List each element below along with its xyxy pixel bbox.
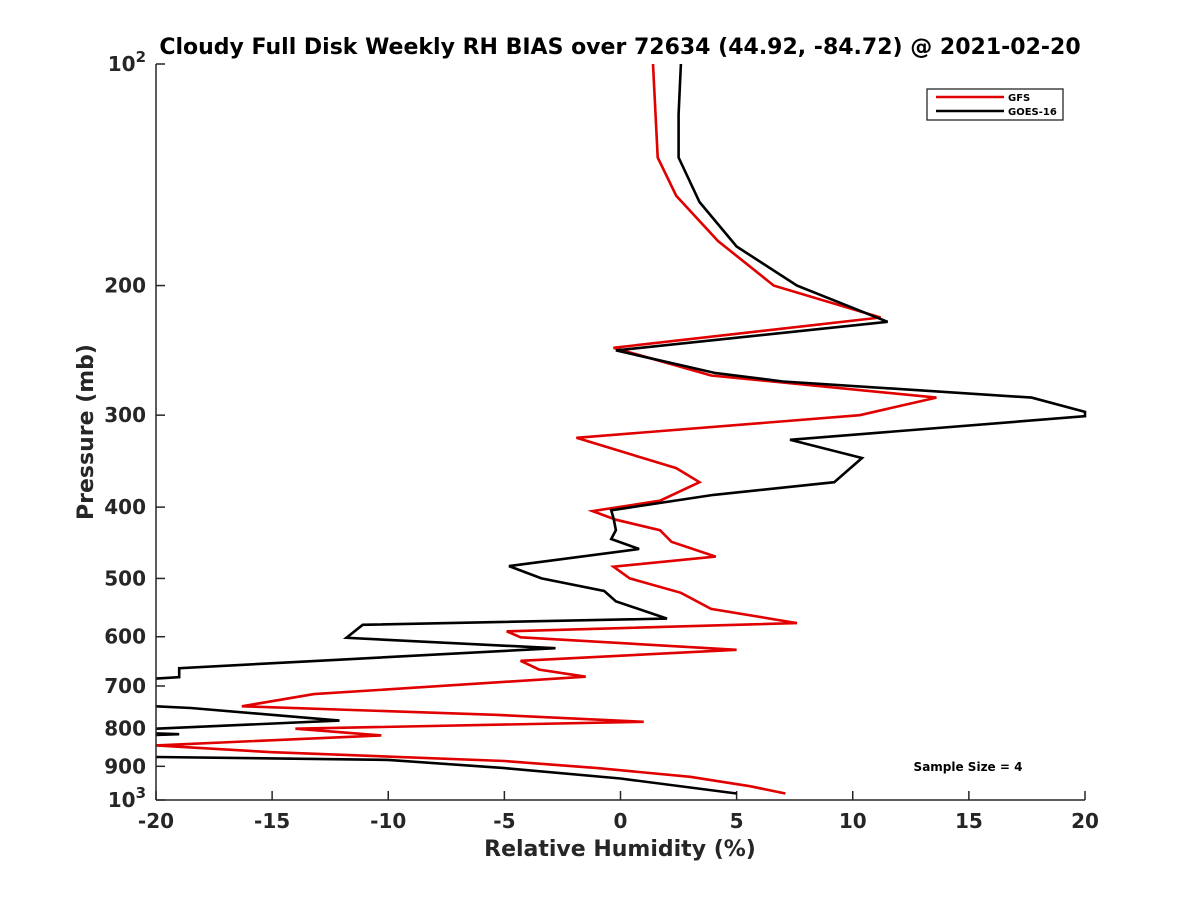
y-tick-label: 102 bbox=[108, 48, 146, 76]
y-axis-label: Pressure (mb) bbox=[74, 344, 99, 520]
y-tick-label: 400 bbox=[104, 495, 146, 519]
legend-label-gfs: GFS bbox=[1008, 93, 1030, 104]
x-tick-label: 10 bbox=[839, 809, 867, 833]
y-tick-label: 600 bbox=[104, 625, 146, 649]
y-tick-label-exponent: 2 bbox=[136, 48, 146, 66]
chart-title: Cloudy Full Disk Weekly RH BIAS over 726… bbox=[159, 35, 1080, 60]
y-tick-label: 900 bbox=[104, 754, 146, 778]
x-tick-label: -15 bbox=[254, 809, 290, 833]
series-line-goes-16 bbox=[155, 63, 1087, 680]
x-tick-label: -20 bbox=[138, 809, 174, 833]
series-line-gfs bbox=[155, 63, 937, 795]
series-line-segment bbox=[155, 755, 737, 795]
x-tick-label: 0 bbox=[614, 809, 628, 833]
x-tick-label: 5 bbox=[730, 809, 744, 833]
y-tick-label: 700 bbox=[104, 674, 146, 698]
x-tick-label: 20 bbox=[1071, 809, 1099, 833]
y-tick-label: 300 bbox=[104, 403, 146, 427]
y-tick-label-base: 10 bbox=[108, 52, 136, 76]
x-tick-label: -10 bbox=[370, 809, 406, 833]
y-tick-label: 200 bbox=[104, 274, 146, 298]
y-tick-label-exponent: 3 bbox=[136, 784, 146, 802]
y-tick-label: 500 bbox=[104, 566, 146, 590]
series-line-segment bbox=[155, 732, 180, 737]
x-axis-label: Relative Humidity (%) bbox=[484, 837, 756, 862]
x-axis-ticks: -20 -15 -10 -5 0 5 10 15 20 bbox=[138, 791, 1099, 833]
legend: GFS GOES-16 bbox=[926, 88, 1064, 121]
x-tick-label: -5 bbox=[493, 809, 515, 833]
x-tick-label: 15 bbox=[955, 809, 983, 833]
legend-box bbox=[926, 88, 1064, 121]
y-tick-label-base: 10 bbox=[108, 788, 136, 812]
y-tick-label: 800 bbox=[104, 717, 146, 741]
y-tick-label: 103 bbox=[108, 784, 146, 812]
sample-size-annotation: Sample Size = 4 bbox=[914, 760, 1023, 774]
series-line-segment bbox=[155, 705, 340, 730]
series-layer bbox=[155, 63, 1087, 795]
legend-label-goes16: GOES-16 bbox=[1008, 107, 1057, 118]
